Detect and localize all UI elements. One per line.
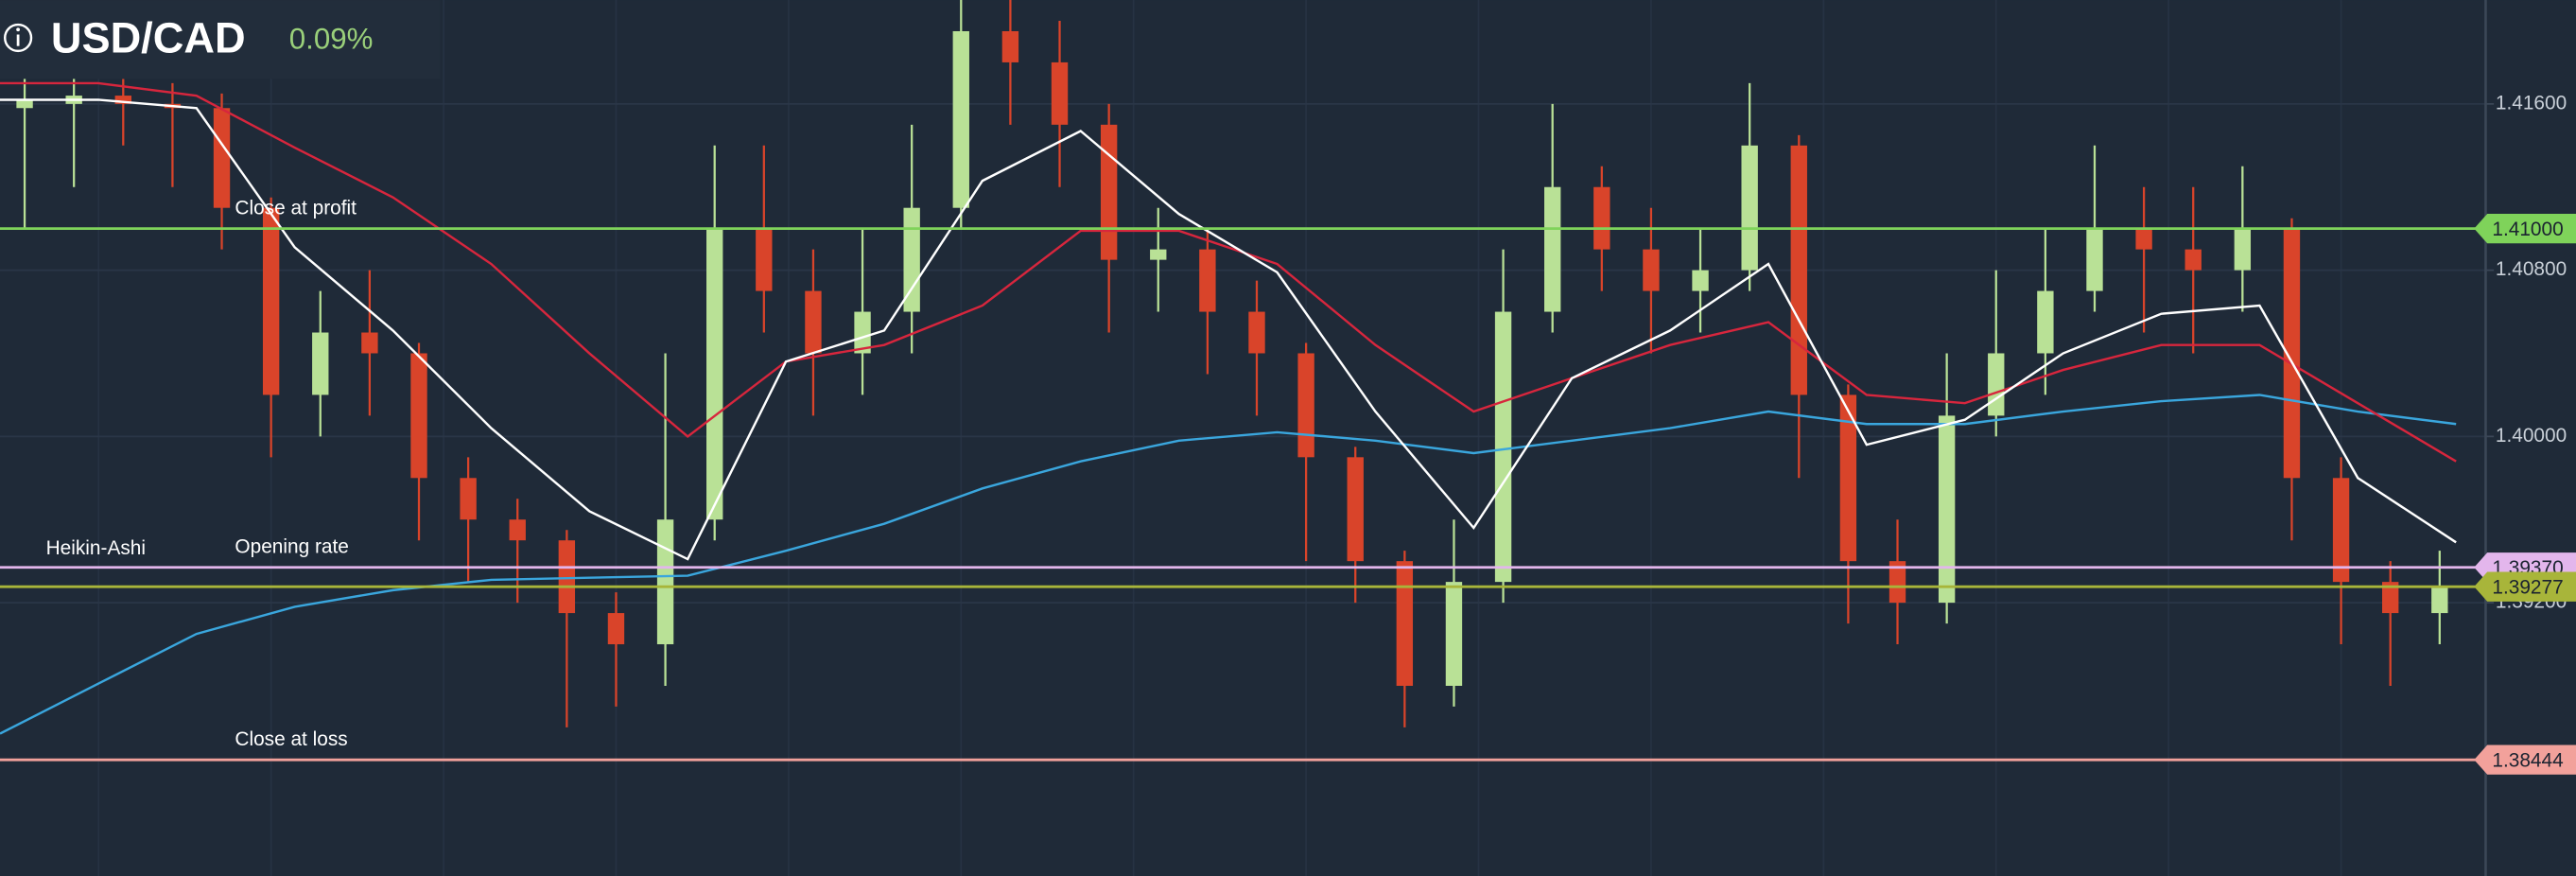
candle-body <box>2184 249 2202 271</box>
level-tag <box>2474 214 2576 244</box>
candle-body <box>16 99 33 109</box>
level-tag <box>2474 571 2576 602</box>
y-tick-label: 1.41600 <box>2496 92 2567 114</box>
candle-body <box>1988 353 2005 416</box>
candle-body <box>1593 186 1610 250</box>
candle-body <box>1692 270 1709 291</box>
candle-body <box>903 207 920 312</box>
candle-body <box>1445 582 1463 686</box>
candle-body <box>509 519 526 541</box>
candle-body <box>1741 145 1758 271</box>
level-name: Close at loss <box>235 728 347 750</box>
candle-body <box>2086 228 2103 291</box>
level-name: Opening rate <box>235 535 348 557</box>
candle-body <box>706 228 723 520</box>
header-panel <box>0 0 441 79</box>
candle-body <box>1544 186 1561 312</box>
y-tick-label: 1.40000 <box>2496 425 2567 447</box>
candle-body <box>1297 353 1314 458</box>
price-axis-panel <box>2485 0 2576 876</box>
candle-body <box>1938 415 1956 604</box>
candle-body <box>410 353 427 479</box>
candle-body <box>1100 124 1118 260</box>
candle-body <box>952 30 969 208</box>
candle-body <box>213 108 231 208</box>
candle-body <box>607 613 625 645</box>
info-icon[interactable] <box>3 23 33 53</box>
candle-body <box>854 311 871 354</box>
candle-body <box>2234 228 2252 271</box>
candle-body <box>361 332 378 354</box>
candle-body <box>460 478 477 520</box>
moving-average <box>0 394 2457 735</box>
candle-body <box>114 96 131 104</box>
candle-body <box>1839 394 1857 562</box>
moving-average <box>0 81 2457 463</box>
candle-body <box>1396 561 1414 686</box>
candle-body <box>2037 290 2054 354</box>
candle-body <box>756 228 773 291</box>
info-dot <box>16 27 21 32</box>
candle-body <box>558 540 576 614</box>
candle-body <box>312 332 329 395</box>
level-tag-label: 1.41000 <box>2492 219 2563 240</box>
level-name: Close at profit <box>235 197 357 219</box>
chart-type-label: Heikin-Ashi <box>46 537 146 559</box>
candle-body <box>2135 228 2152 250</box>
candle-body <box>2382 582 2399 614</box>
candle-body <box>1347 457 1364 562</box>
candle-body <box>1051 61 1069 125</box>
candle-body <box>2283 228 2301 479</box>
candle-body <box>805 290 822 354</box>
candle-body <box>1248 311 1265 354</box>
level-tag-label: 1.39277 <box>2492 576 2563 598</box>
candle-body <box>1888 561 1906 604</box>
level-tag <box>2474 745 2576 775</box>
candle-body <box>1150 249 1167 260</box>
candle-body <box>2431 586 2448 614</box>
candle-body <box>1001 30 1019 62</box>
candle-body <box>1790 145 1807 395</box>
change: 0.09% <box>289 23 374 56</box>
candle-body <box>262 207 280 395</box>
candle-body <box>656 519 674 645</box>
candle-body <box>2332 478 2350 583</box>
plot <box>0 0 2457 735</box>
moving-average <box>0 98 2457 561</box>
candle-body <box>1494 311 1512 583</box>
level-tag-label: 1.38444 <box>2492 749 2563 771</box>
y-tick-label: 1.40800 <box>2496 258 2567 280</box>
symbol: USD/CAD <box>51 13 246 61</box>
candle-body <box>1199 249 1216 312</box>
candle-body <box>1643 249 1660 291</box>
info-circle[interactable] <box>3 23 33 53</box>
